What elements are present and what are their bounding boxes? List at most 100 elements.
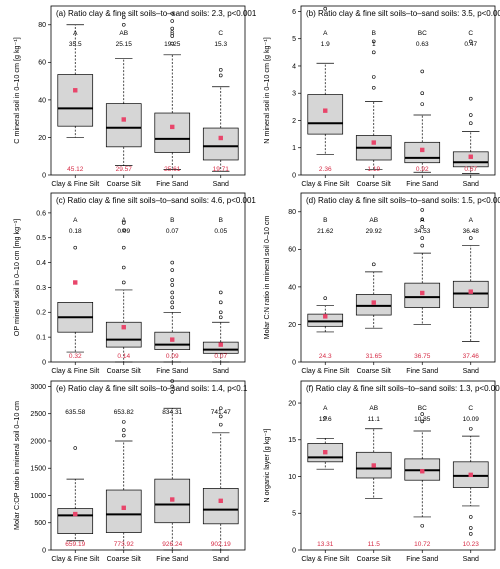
y-tick-label: 1 <box>292 145 296 152</box>
mean-marker <box>121 117 126 122</box>
outlier-point <box>323 6 328 11</box>
median-label: 0.18 <box>69 228 82 235</box>
outlier-point <box>121 420 126 424</box>
box-body <box>202 341 239 354</box>
mean-label: 31.65 <box>366 353 383 360</box>
outlier-point <box>468 426 473 431</box>
significance-letter: A <box>420 217 425 224</box>
y-tick-label: 10 <box>288 474 296 481</box>
outlier-point <box>420 91 425 96</box>
mean-label: 0.67 <box>464 166 477 173</box>
mean-label: 24.3 <box>319 353 332 360</box>
outlier-point <box>170 278 175 282</box>
x-tick-label: Coarse Silt <box>107 556 141 563</box>
box-3 <box>404 69 441 173</box>
x-tick-label: Coarse Silt <box>357 181 391 188</box>
mean-marker <box>170 497 175 502</box>
x-tick-label: Clay & Fine Silt <box>301 368 349 375</box>
median-label: 25.15 <box>116 41 133 48</box>
outlier-point <box>468 526 473 530</box>
box-4 <box>202 68 239 172</box>
significance-letter: AB <box>369 217 378 224</box>
mean-label: 659.19 <box>65 541 85 548</box>
y-axis-label: C mineral soil in 0–10 cm [g kg⁻¹] <box>12 37 21 143</box>
panel-title: (f) Ratio clay & fine silt soils–to–sand… <box>306 384 500 393</box>
outlier-point <box>170 300 175 305</box>
x-tick-label: Clay & Fine Silt <box>51 181 99 188</box>
box-body <box>202 488 239 525</box>
box-body <box>154 112 191 153</box>
significance-letter: C <box>468 30 473 37</box>
mean-marker <box>371 463 376 468</box>
significance-letter: BC <box>418 405 427 412</box>
outlier-point <box>420 236 425 240</box>
x-tick-label: Sand <box>463 556 479 563</box>
outlier-point <box>170 384 175 389</box>
x-tick-label: Sand <box>213 556 229 563</box>
outlier-point <box>121 228 126 233</box>
y-tick-label: 1500 <box>30 466 46 473</box>
outlier-point <box>420 523 425 528</box>
outlier-point <box>468 113 473 117</box>
outlier-point <box>218 300 223 305</box>
median-label: 1.9 <box>321 41 330 48</box>
outlier-point <box>420 102 425 106</box>
outlier-point <box>170 379 175 383</box>
mean-marker <box>73 280 78 285</box>
x-tick-label: Coarse Silt <box>107 368 141 375</box>
plot-frame <box>300 192 496 363</box>
median-label: 19.25 <box>164 41 181 48</box>
panel-a: (a) Ratio clay & fine silt soils–to–sand… <box>12 5 257 188</box>
plot-frame <box>300 380 496 551</box>
box-1 <box>307 6 344 155</box>
outlier-point <box>170 19 175 23</box>
mean-marker <box>218 135 223 141</box>
y-tick-label: 500 <box>34 520 46 527</box>
mean-label: 0.92 <box>416 166 429 173</box>
outlier-point <box>420 419 425 424</box>
box-2 <box>355 428 392 499</box>
panel-d: (d) Ratio clay & fine silt soils–to–sand… <box>262 192 500 375</box>
box-3 <box>154 11 191 170</box>
y-tick-label: 6 <box>292 9 296 16</box>
box-1 <box>307 296 344 333</box>
median-label: 741.47 <box>211 409 231 416</box>
outlier-point <box>170 295 175 300</box>
mean-label: 25.61 <box>164 166 181 173</box>
significance-letter: B <box>170 217 174 224</box>
outlier-point <box>218 310 223 315</box>
outlier-point <box>468 532 473 536</box>
outlier-point <box>170 34 175 38</box>
plot-frame <box>50 380 246 551</box>
median-label: 0.09 <box>117 228 130 235</box>
y-tick-label: 80 <box>38 22 46 29</box>
mean-marker <box>420 290 425 296</box>
y-tick-label: 0 <box>42 359 46 366</box>
median-label: 0.05 <box>214 228 227 235</box>
median-label: 36.48 <box>463 228 480 235</box>
mean-label: 10.23 <box>463 541 480 548</box>
x-tick-label: Sand <box>463 181 479 188</box>
box-4 <box>452 426 489 536</box>
box-2 <box>355 262 392 329</box>
panel-title: (b) Ratio clay & fine silt soils–to–sand… <box>306 9 500 18</box>
outlier-point <box>121 221 126 225</box>
outlier-point <box>218 73 223 78</box>
plot-frame <box>50 192 246 363</box>
outlier-point <box>121 280 126 285</box>
outlier-point <box>468 96 473 101</box>
box-3 <box>404 412 441 528</box>
mean-label: 0.09 <box>166 353 179 360</box>
outlier-point <box>121 265 126 270</box>
y-tick-label: 40 <box>288 284 296 291</box>
panel-c: (c) Ratio clay & fine silt soils–to–sand… <box>12 192 256 375</box>
outlier-point <box>170 283 175 287</box>
outlier-point <box>121 428 126 432</box>
median-label: 29.92 <box>366 228 383 235</box>
outlier-point <box>323 415 328 420</box>
box-4 <box>452 236 489 342</box>
significance-letter: B <box>170 30 174 37</box>
y-tick-label: 5 <box>292 36 296 43</box>
mean-marker <box>73 511 78 517</box>
y-tick-label: 0 <box>42 172 46 179</box>
